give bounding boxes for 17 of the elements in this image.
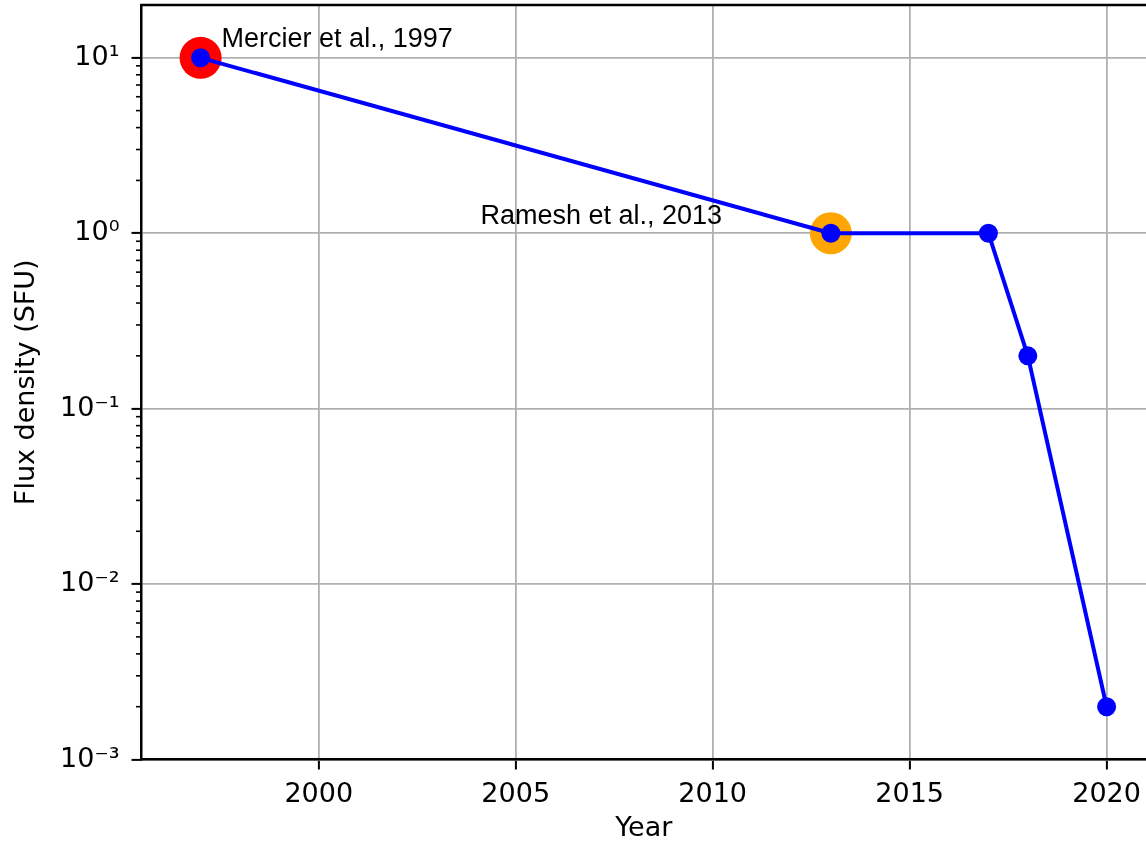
y-tick-label: 10⁰ xyxy=(74,215,120,247)
x-tick-label: 2015 xyxy=(875,776,945,808)
y-tick-label: 10⁻³ xyxy=(60,741,120,773)
y-tick-label: 10¹ xyxy=(74,39,120,71)
point xyxy=(1097,697,1117,717)
x-tick-label: 2010 xyxy=(678,776,748,808)
y-tick-label: 10⁻² xyxy=(60,566,120,598)
y-axis-title: Flux density (SFU) xyxy=(9,259,41,506)
y-tick-label: 10⁻¹ xyxy=(60,390,120,422)
x-axis-title: Year xyxy=(614,810,674,842)
x-tick-label: 2005 xyxy=(481,776,551,808)
point xyxy=(978,223,998,243)
annotation: Ramesh et al., 2013 xyxy=(480,199,723,230)
point xyxy=(1018,346,1038,366)
annotation: Mercier et al., 1997 xyxy=(221,22,453,53)
x-tick-label: 2000 xyxy=(284,776,354,808)
x-tick-label: 2020 xyxy=(1072,776,1141,808)
